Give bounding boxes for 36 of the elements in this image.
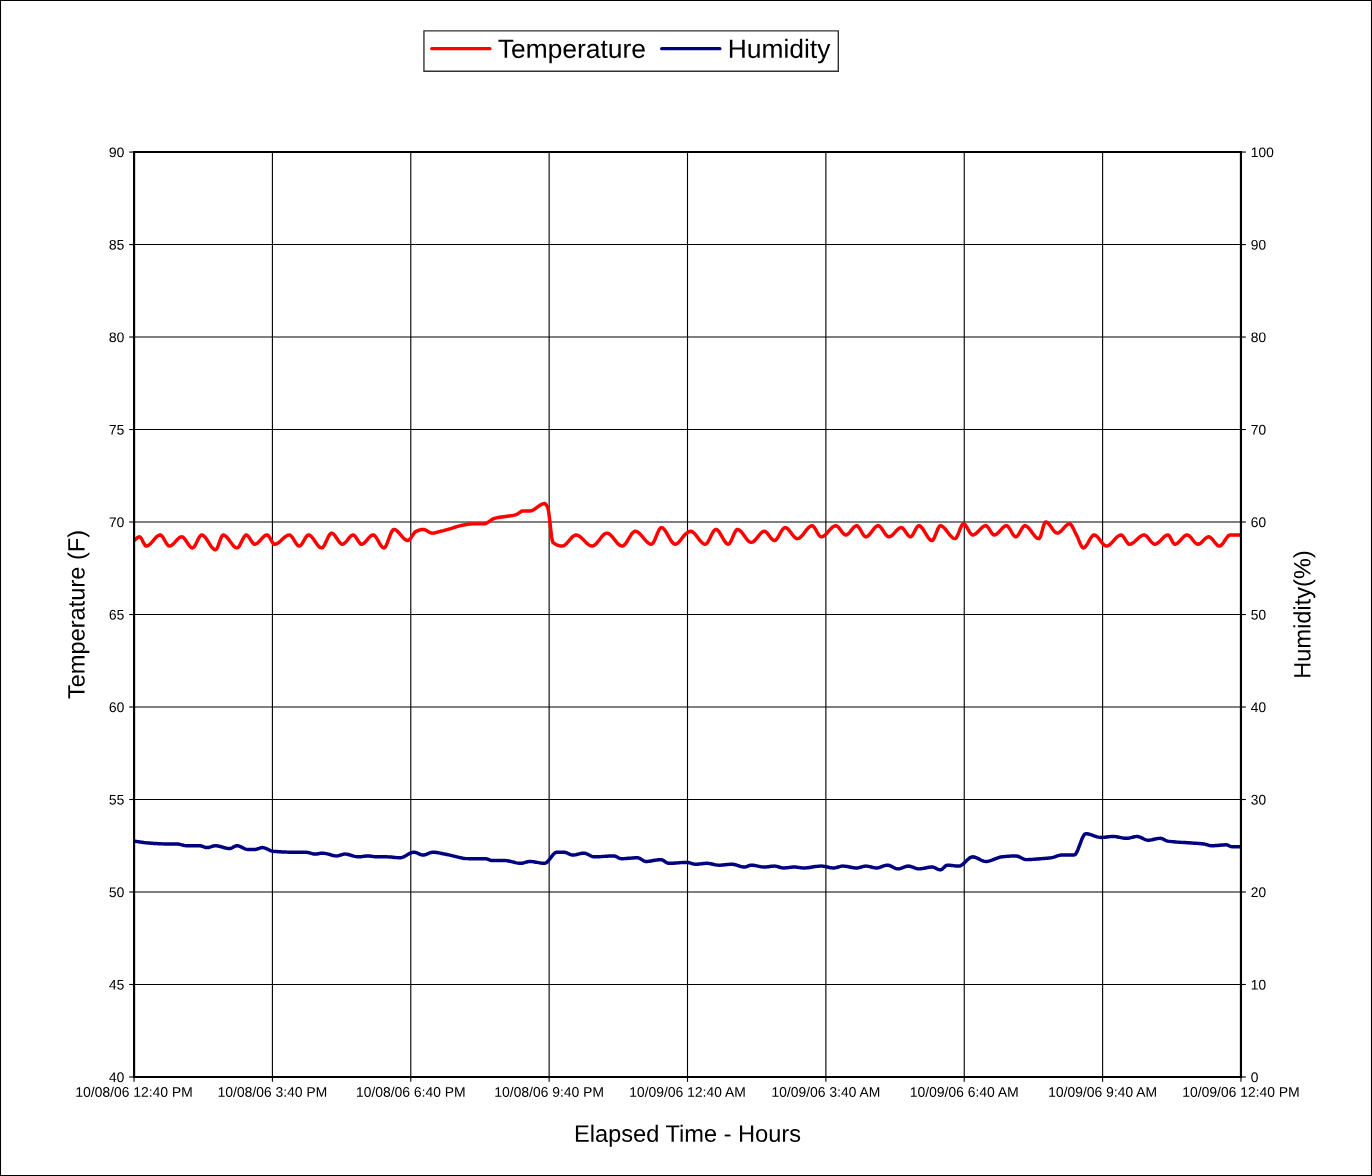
legend-label: Temperature — [498, 39, 645, 64]
y-tick-label: 75 — [109, 425, 124, 435]
x-tick-label: 10/08/06 9:40 PM — [495, 1086, 603, 1097]
x-tick-label: 10/09/06 6:40 AM — [910, 1086, 1018, 1097]
y-tick-label: 40 — [109, 1072, 124, 1083]
y-tick-label: 70 — [109, 517, 124, 528]
y2-tick-label: 20 — [1251, 887, 1266, 898]
x-tick-label: 10/08/06 12:40 PM — [76, 1086, 192, 1097]
y2-tick-label: 40 — [1251, 702, 1266, 713]
y2-tick-label: 90 — [1251, 239, 1266, 250]
y-tick-label: 45 — [109, 979, 124, 990]
x-tick-label: 10/09/06 3:40 AM — [772, 1086, 880, 1097]
x-tick-label: 10/09/06 9:40 AM — [1049, 1086, 1156, 1097]
y-tick-label: 60 — [109, 702, 124, 713]
y2-tick-label: 80 — [1251, 332, 1266, 343]
y2-tick-label: 30 — [1251, 794, 1266, 805]
y-tick-label: 65 — [109, 609, 124, 620]
x-axis-title: Elapsed Time - Hours — [575, 1124, 801, 1147]
y-tick-label: 55 — [109, 794, 124, 805]
x-tick-label: 10/08/06 6:40 PM — [357, 1086, 465, 1097]
x-tick-label: 10/09/06 12:40 AM — [630, 1086, 745, 1097]
y-tick-label: 50 — [109, 887, 124, 898]
y2-axis-title: Humidity(%) — [1293, 551, 1316, 677]
y2-tick-label: 10 — [1251, 979, 1266, 990]
y2-tick-label: 70 — [1251, 424, 1266, 435]
y2-tick-label: 50 — [1251, 609, 1266, 620]
legend-label: Humidity — [729, 38, 831, 64]
x-tick-label: 10/09/06 12:40 PM — [1183, 1086, 1299, 1097]
y2-tick-label: 100 — [1251, 147, 1274, 158]
y-tick-label: 90 — [109, 147, 124, 158]
y-tick-label: 80 — [109, 332, 124, 343]
y-tick-label: 85 — [109, 239, 124, 250]
x-tick-label: 10/08/06 3:40 PM — [218, 1086, 327, 1097]
y2-tick-label: 0 — [1251, 1072, 1258, 1083]
y2-tick-label: 60 — [1251, 517, 1266, 528]
y-axis-title: Temperature (F) — [67, 531, 90, 699]
